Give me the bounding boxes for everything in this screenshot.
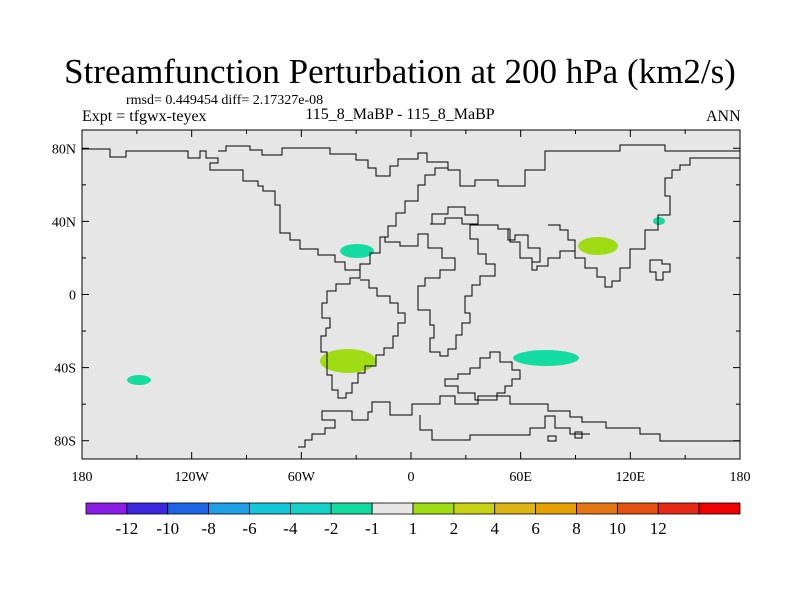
rmsd-value: 0.449454 (165, 93, 218, 108)
x-tick-label: 180 (72, 470, 93, 485)
colorbar-label: -12 (116, 519, 139, 538)
coastline-north-america (82, 145, 449, 271)
x-tick-label: 180 (730, 470, 751, 485)
colorbar-swatch (698, 502, 741, 515)
map-background (82, 130, 740, 459)
plot-title: Streamfunction Perturbation at 200 hPa (… (64, 52, 736, 91)
rmsd-label: rmsd= (126, 93, 162, 108)
anomaly-blob-indian-ocean (513, 350, 579, 366)
colorbar-swatch (412, 502, 455, 515)
x-tick-label: 120W (175, 470, 210, 485)
x-tick-label: 0 (408, 470, 415, 485)
y-tick-label: 80N (52, 142, 76, 157)
colorbar-label: 10 (609, 519, 626, 538)
diff-label: diff= (221, 93, 250, 108)
colorbar-swatch (616, 502, 659, 515)
axis-ticks (81, 130, 741, 459)
colorbar-swatch (576, 502, 618, 515)
anomaly-layer (127, 217, 665, 385)
coastline-antarctic-coast-inner (419, 415, 590, 441)
case-label: 115_8_MaBP - 115_8_MaBP (305, 106, 495, 123)
coastline-mediterranean (430, 206, 479, 225)
colorbar-swatch (208, 502, 250, 515)
x-tick-label: 60E (509, 470, 532, 485)
colorbar-swatch (85, 502, 128, 515)
colorbar-label: 8 (572, 519, 581, 538)
colorbar-swatch (289, 502, 332, 515)
colorbar-label: -6 (242, 519, 256, 538)
colorbar (85, 502, 741, 515)
anomaly-blob-south-pacific (127, 375, 151, 385)
colorbar-label: 1 (409, 519, 418, 538)
colorbar-label: -4 (283, 519, 298, 538)
colorbar-label: -1 (365, 519, 379, 538)
coastline-eurasia-africa (384, 144, 741, 357)
coastlines (82, 144, 741, 448)
colorbar-label: 6 (531, 519, 540, 538)
diff-value: 2.17327e-08 (252, 93, 324, 108)
colorbar-swatch (249, 502, 291, 515)
colorbar-swatch (371, 502, 414, 515)
coastline-antarctica (298, 395, 740, 448)
experiment-label: Expt = tfgwx-teyex (82, 108, 207, 125)
colorbar-swatch (453, 502, 496, 515)
colorbar-swatch (330, 502, 373, 515)
y-tick-label: 80S (54, 435, 76, 450)
season-label: ANN (706, 108, 741, 125)
colorbar-label: -8 (202, 519, 216, 538)
colorbar-swatch (126, 502, 169, 515)
colorbar-swatch (657, 502, 700, 515)
coastline-southeast-asia (548, 224, 576, 251)
axis-tick-labels: 180 120W 60W 0 60E 120E 180 80N 40N 0 40S 80S (52, 142, 751, 485)
coastline-new-zealand (574, 431, 583, 439)
colorbar-label: -10 (156, 519, 179, 538)
colorbar-swatch (494, 502, 537, 515)
colorbar-label: 2 (450, 519, 459, 538)
anomaly-blob-asia (578, 237, 618, 255)
colorbar-swatch (535, 502, 577, 515)
coastline-japan (649, 259, 671, 281)
y-tick-label: 40N (52, 215, 76, 230)
x-tick-label: 120E (616, 470, 646, 485)
colorbar-labels: -12 -10 -8 -6 -4 -2 -1 1 2 4 6 8 10 12 (116, 519, 667, 538)
colorbar-label: 4 (491, 519, 500, 538)
coastline-antarctic-west (547, 435, 557, 442)
y-tick-label: 40S (54, 362, 76, 377)
colorbar-label: -2 (324, 519, 338, 538)
anomaly-blob-atlantic-north (340, 244, 374, 258)
stats-line: rmsd= 0.449454 diff= 2.17327e-08 (126, 93, 323, 109)
coastline-arabia (498, 228, 541, 263)
x-tick-label: 60W (288, 470, 316, 485)
colorbar-label: 12 (650, 519, 667, 538)
colorbar-swatch (167, 502, 210, 515)
anomaly-blob-japan (653, 217, 665, 225)
y-tick-label: 0 (69, 289, 76, 304)
coastline-australia (444, 351, 521, 401)
coastline-south-america (320, 270, 406, 399)
anomaly-blob-south-atlantic (320, 349, 376, 373)
